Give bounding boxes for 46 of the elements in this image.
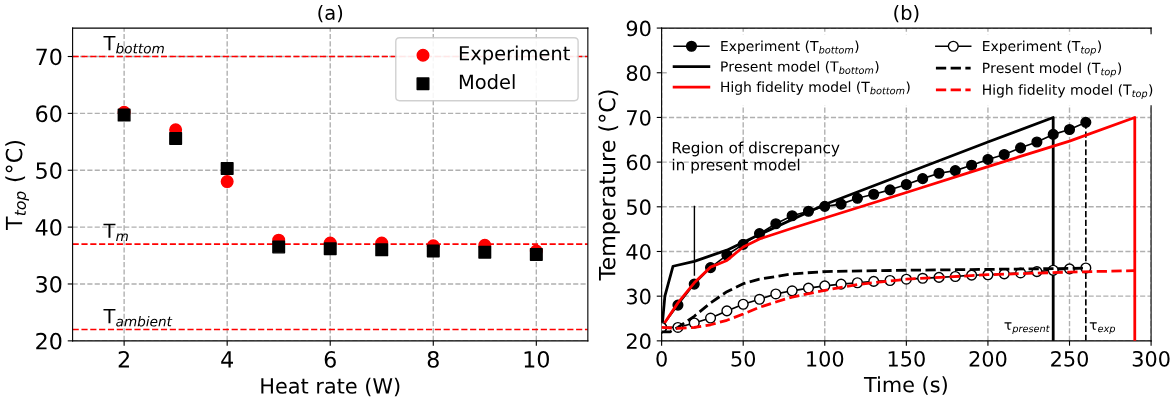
- x-tick-label: 200: [969, 350, 1007, 367]
- x-tick-label: 2: [118, 350, 129, 368]
- y-axis-title: T$_{top}$ (°C): [5, 141, 30, 231]
- ref-line-label: τ$_{present}$: [1004, 322, 1050, 335]
- legend-label: High fidelity model (T$_{bottom}$): [721, 81, 910, 95]
- ref-line-label: τ$_{exp}$: [1089, 322, 1116, 335]
- annotation: Region of discrepancy in present model: [672, 141, 840, 174]
- x-tick-label: 150: [888, 350, 925, 367]
- legend-label: Experiment (T$_{top}$): [983, 40, 1101, 56]
- x-tick-label: 8: [427, 350, 439, 368]
- x-tick-label: 100: [807, 350, 844, 367]
- y-tick-label: 30: [36, 275, 62, 293]
- y-tick-label: 30: [626, 288, 651, 305]
- y-tick-label: 20: [626, 333, 651, 350]
- y-tick-label: 50: [626, 199, 651, 216]
- ref-line-label: T$_{m}$: [103, 223, 128, 242]
- x-axis-title: Time (s): [863, 376, 947, 395]
- chart-title: (b): [894, 4, 919, 23]
- x-tick-label: 10: [524, 350, 549, 368]
- y-tick-label: 40: [626, 243, 651, 260]
- y-tick-label: 50: [36, 162, 62, 179]
- x-axis-title: Heat rate (W): [261, 377, 400, 397]
- y-axis-title: Temperature (°C): [598, 90, 620, 281]
- y-tick-label: 70: [36, 48, 62, 66]
- x-tick-label: 6: [324, 350, 336, 368]
- x-tick-label: 250: [1051, 350, 1089, 367]
- x-tick-label: 300: [1132, 350, 1170, 367]
- y-tick-label: 60: [626, 154, 651, 171]
- y-tick-label: 60: [36, 105, 62, 123]
- y-tick-label: 70: [627, 109, 651, 126]
- x-tick-label: 50: [731, 350, 756, 367]
- ref-line-label: T$_{bottom}$: [103, 35, 164, 54]
- ref-line-label: T$_{ambient}$: [103, 308, 173, 327]
- legend-label: Experiment (T$_{bottom}$): [721, 40, 859, 55]
- legend-label: Model: [459, 74, 515, 90]
- y-tick-label: 20: [36, 332, 62, 350]
- y-tick-label: 80: [626, 65, 651, 81]
- x-tick-label: 0: [656, 350, 667, 367]
- x-tick-label: 4: [221, 351, 233, 368]
- legend-label: Present model (T$_{top}$): [983, 62, 1122, 78]
- y-tick-label: 90: [626, 20, 651, 37]
- chart-title: (a): [318, 4, 343, 23]
- legend-label: High fidelity model (T$_{top}$): [983, 84, 1153, 100]
- legend-label: Experiment: [459, 45, 570, 65]
- y-tick-label: 40: [35, 219, 62, 236]
- legend-label: Present model (T$_{bottom}$): [721, 60, 879, 74]
